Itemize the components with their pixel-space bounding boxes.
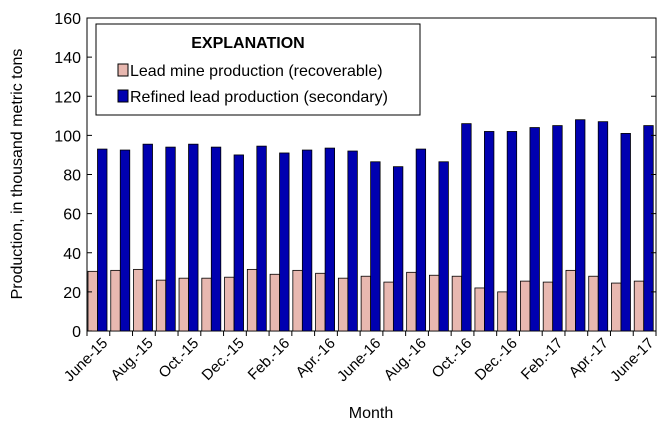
- bar-lead-mine-14: [406, 271, 417, 332]
- legend-box: [95, 23, 421, 116]
- bar-lead-mine-7: [246, 268, 258, 332]
- bar-lead-mine-15: [428, 274, 440, 332]
- bars-layer: [87, 119, 654, 332]
- bar-refined-lead-20: [552, 125, 563, 332]
- x-tick-label: Oct.-15: [155, 335, 202, 382]
- bar-lead-mine-17: [474, 287, 485, 332]
- bar-lead-mine-16: [451, 275, 463, 332]
- x-tick-label: Aug.-15: [108, 335, 157, 384]
- y-tick-label: 60: [63, 207, 81, 224]
- legend-label-refined-lead: Refined lead production (secondary): [130, 89, 388, 106]
- bar-refined-lead-9: [301, 149, 313, 332]
- legend-swatch-lead-mine: [117, 63, 129, 77]
- x-tick-label: Apr.-16: [293, 335, 339, 381]
- bar-lead-mine-1: [110, 269, 121, 332]
- bar-refined-lead-16: [461, 123, 472, 332]
- bar-refined-lead-1: [119, 149, 131, 332]
- bar-lead-mine-13: [383, 281, 394, 332]
- bar-refined-lead-12: [370, 161, 381, 332]
- bar-lead-mine-5: [201, 277, 212, 332]
- bar-refined-lead-13: [392, 166, 404, 332]
- bar-refined-lead-22: [597, 121, 609, 332]
- bar-refined-lead-8: [279, 152, 290, 332]
- bar-refined-lead-23: [620, 133, 631, 332]
- bar-lead-mine-22: [588, 275, 599, 332]
- y-axis-ticks: 0 20 40 60 80 100 120 140 160: [54, 11, 656, 341]
- bar-refined-lead-7: [256, 145, 267, 332]
- bar-lead-mine-24: [633, 280, 645, 332]
- bar-lead-mine-10: [315, 272, 326, 332]
- bar-refined-lead-11: [347, 150, 358, 332]
- bar-refined-lead-14: [415, 148, 427, 332]
- bar-lead-mine-19: [520, 280, 531, 332]
- y-tick-label: 100: [54, 128, 81, 145]
- x-tick-label: Apr.-17: [566, 335, 612, 381]
- bar-lead-mine-11: [337, 277, 349, 332]
- bar-refined-lead-4: [188, 143, 199, 332]
- bar-lead-mine-9: [292, 269, 303, 332]
- bar-refined-lead-6: [233, 154, 244, 332]
- bar-lead-mine-12: [360, 275, 372, 332]
- y-axis-label: Production, in thousand metric tons: [9, 49, 26, 300]
- bar-lead-mine-18: [497, 291, 508, 332]
- bar-lead-mine-21: [565, 269, 576, 332]
- y-tick-label: 120: [54, 89, 81, 106]
- x-tick-label: Feb.-17: [518, 335, 567, 384]
- x-tick-label: June-16: [334, 335, 384, 385]
- y-tick-label: 80: [63, 168, 81, 185]
- bar-lead-mine-4: [178, 277, 189, 332]
- bar-lead-mine-8: [269, 273, 280, 332]
- x-tick-label: June-17: [607, 335, 657, 385]
- y-tick-label: 140: [54, 50, 81, 67]
- x-tick-label: June-15: [61, 335, 111, 385]
- bar-lead-mine-23: [611, 282, 622, 332]
- x-tick-label: Dec.-15: [199, 335, 248, 384]
- bar-refined-lead-15: [438, 161, 449, 332]
- bar-refined-lead-2: [142, 143, 153, 332]
- bar-refined-lead-17: [484, 131, 495, 332]
- bar-refined-lead-0: [97, 148, 108, 332]
- bar-lead-mine-3: [155, 279, 167, 332]
- legend-swatch-refined-lead: [117, 89, 129, 103]
- y-tick-label: 20: [63, 285, 81, 302]
- bar-refined-lead-19: [529, 127, 540, 332]
- bar-lead-mine-2: [133, 268, 144, 332]
- legend: EXPLANATION Lead mine production (recove…: [95, 23, 421, 116]
- bar-refined-lead-10: [324, 147, 336, 332]
- x-tick-label: Feb.-16: [245, 335, 294, 384]
- bar-refined-lead-24: [643, 125, 654, 332]
- bar-lead-mine-6: [224, 276, 235, 332]
- bar-refined-lead-3: [165, 146, 176, 332]
- bar-refined-lead-18: [506, 131, 518, 332]
- legend-label-lead-mine: Lead mine production (recoverable): [130, 63, 383, 80]
- x-tick-label: Dec.-16: [472, 335, 521, 384]
- x-axis-label: Month: [349, 405, 393, 422]
- bar-lead-mine-20: [542, 281, 554, 332]
- x-tick-label: Oct.-16: [429, 335, 476, 382]
- legend-title: EXPLANATION: [191, 35, 304, 52]
- y-tick-label: 0: [72, 324, 81, 341]
- y-tick-label: 40: [63, 246, 81, 263]
- bar-refined-lead-21: [575, 119, 586, 332]
- bar-refined-lead-5: [210, 146, 222, 332]
- bar-lead-mine-0: [87, 270, 98, 332]
- y-tick-label: 160: [54, 11, 81, 28]
- x-tick-label: Aug.-16: [381, 335, 430, 384]
